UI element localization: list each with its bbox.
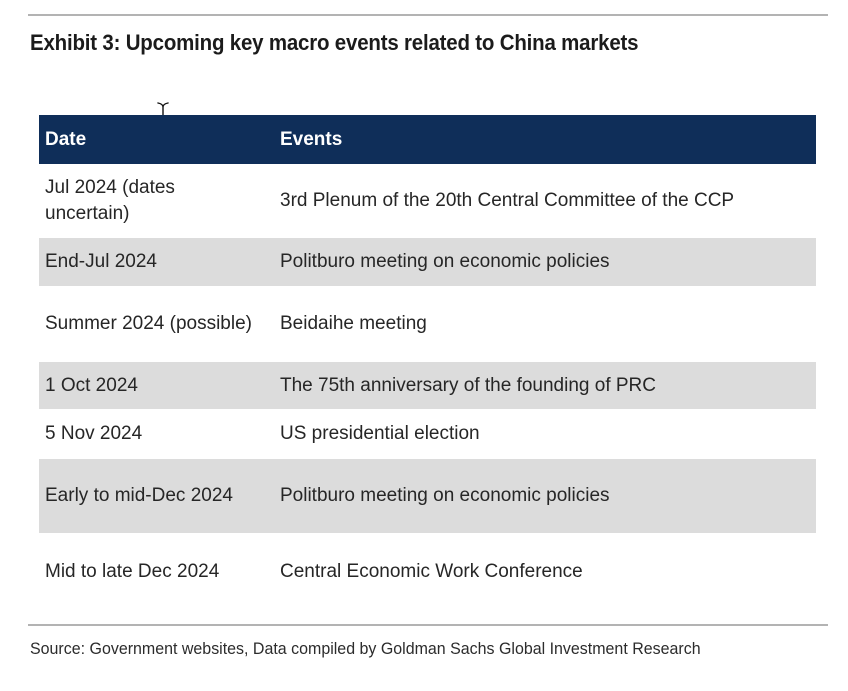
date-column-header: Date bbox=[39, 115, 274, 164]
date-cell: 1 Oct 2024 bbox=[39, 362, 274, 409]
source-note: Source: Government websites, Data compil… bbox=[30, 639, 701, 658]
date-cell: Summer 2024 (possible) bbox=[45, 313, 252, 334]
date-cell: Jul 2024 (dates uncertain) bbox=[45, 177, 175, 224]
top-divider bbox=[28, 14, 828, 16]
event-cell: US presidential election bbox=[280, 423, 480, 444]
event-cell: 3rd Plenum of the 20th Central Committee… bbox=[280, 190, 735, 211]
table-header-row: Date Events bbox=[39, 115, 816, 164]
table-row: 1 Oct 2024 The 75th anniversary of the f… bbox=[39, 362, 816, 409]
bottom-divider bbox=[28, 624, 828, 626]
exhibit-title: Exhibit 3: Upcoming key macro events rel… bbox=[30, 30, 639, 55]
event-cell: Beidaihe meeting bbox=[280, 313, 427, 334]
table-row: Jul 2024 (dates uncertain) 3rd Plenum of… bbox=[39, 164, 816, 238]
table-row: Summer 2024 (possible) Beidaihe meeting bbox=[39, 286, 816, 362]
events-column-header: Events bbox=[274, 115, 816, 164]
date-cell: Mid to late Dec 2024 bbox=[45, 561, 220, 582]
event-cell: Politburo meeting on economic policies bbox=[274, 459, 816, 533]
events-table: Date Events Jul 2024 (dates uncertain) 3… bbox=[39, 115, 816, 611]
table-row: Mid to late Dec 2024 Central Economic Wo… bbox=[39, 533, 816, 611]
date-cell: End-Jul 2024 bbox=[39, 238, 274, 286]
table-row: End-Jul 2024 Politburo meeting on econom… bbox=[39, 238, 816, 286]
event-cell: The 75th anniversary of the founding of … bbox=[274, 362, 816, 409]
date-cell: Early to mid-Dec 2024 bbox=[39, 459, 274, 533]
event-cell: Central Economic Work Conference bbox=[280, 561, 583, 582]
table-row: Early to mid-Dec 2024 Politburo meeting … bbox=[39, 459, 816, 533]
event-cell: Politburo meeting on economic policies bbox=[274, 238, 816, 286]
table-row: 5 Nov 2024 US presidential election bbox=[39, 409, 816, 459]
date-cell: 5 Nov 2024 bbox=[45, 423, 143, 444]
